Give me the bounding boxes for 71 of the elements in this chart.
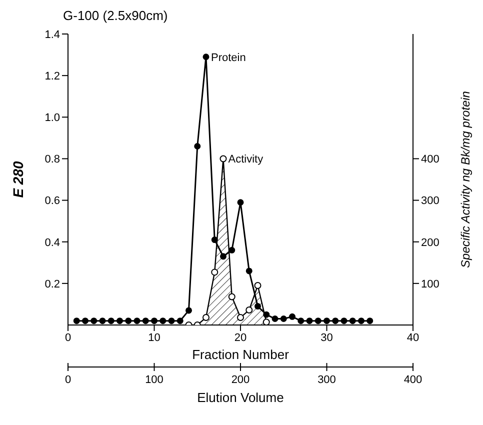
point	[151, 318, 158, 324]
y-tick-label: 1.4	[44, 28, 60, 41]
point	[125, 318, 132, 324]
point	[263, 311, 270, 318]
y2-axis-title: Specific Activity ng Bk/mg protein	[458, 90, 472, 268]
point	[108, 318, 114, 324]
y2-tick-label: 100	[421, 278, 440, 290]
point	[176, 318, 184, 324]
y-tick-label: 0.8	[44, 154, 60, 166]
x-tick-label: 10	[148, 332, 160, 344]
point	[211, 236, 218, 244]
x-tick-label: 40	[406, 332, 420, 344]
point	[246, 306, 253, 314]
point	[254, 303, 261, 310]
y-tick-label: 0.6	[44, 195, 60, 208]
point	[73, 318, 80, 324]
x2-tick-label: 400	[404, 374, 422, 386]
x-tick-label: 20	[234, 332, 247, 344]
point	[116, 318, 123, 324]
y2-tick-label: 400	[421, 154, 440, 166]
point	[254, 282, 262, 290]
point	[262, 318, 270, 325]
point	[220, 155, 227, 162]
point	[237, 314, 244, 322]
y2-tick-label: 300	[421, 195, 440, 208]
x2-tick-label: 300	[318, 374, 336, 386]
point	[228, 246, 236, 254]
point	[358, 318, 364, 324]
point	[332, 318, 339, 324]
point	[306, 318, 313, 324]
y-axis-title: E 280	[10, 160, 26, 198]
point	[82, 318, 88, 324]
point	[194, 142, 201, 150]
x-tick-label: 30	[320, 332, 333, 344]
y-tick-label: 1.0	[44, 112, 60, 124]
point	[280, 316, 287, 322]
point	[220, 253, 226, 260]
point	[237, 199, 244, 206]
point	[228, 293, 236, 300]
point	[314, 318, 322, 324]
y-tick-label: 1.2	[44, 70, 60, 82]
point	[289, 313, 296, 320]
point	[99, 318, 106, 324]
point	[246, 268, 252, 274]
y-tick-label: 0.2	[44, 278, 60, 290]
x-axis-title: Fraction Number	[192, 347, 290, 362]
point	[366, 318, 374, 324]
x2-tick-label: 100	[145, 374, 164, 386]
point	[168, 318, 175, 324]
point	[186, 307, 192, 314]
x2-tick-label: 200	[231, 374, 250, 386]
point	[202, 54, 210, 60]
y-tick-label: 0.4	[44, 236, 60, 249]
x-tick-label: 0	[64, 332, 72, 344]
y2-tick-label: 200	[421, 236, 440, 249]
annotation: Activity	[228, 154, 264, 166]
point	[211, 268, 218, 276]
point	[340, 318, 348, 324]
point	[160, 318, 166, 324]
point	[134, 318, 140, 324]
chart-title: G-100 (2.5x90cm)	[63, 8, 169, 25]
point	[142, 318, 149, 324]
point	[324, 318, 330, 324]
point	[202, 314, 210, 322]
x2-tick-label: 0	[64, 374, 72, 386]
x2-axis-title: Elution Volume	[197, 390, 284, 405]
point	[298, 318, 304, 324]
point	[90, 318, 98, 324]
point	[349, 318, 356, 324]
point	[272, 316, 278, 322]
annotation: Protein	[211, 52, 246, 64]
